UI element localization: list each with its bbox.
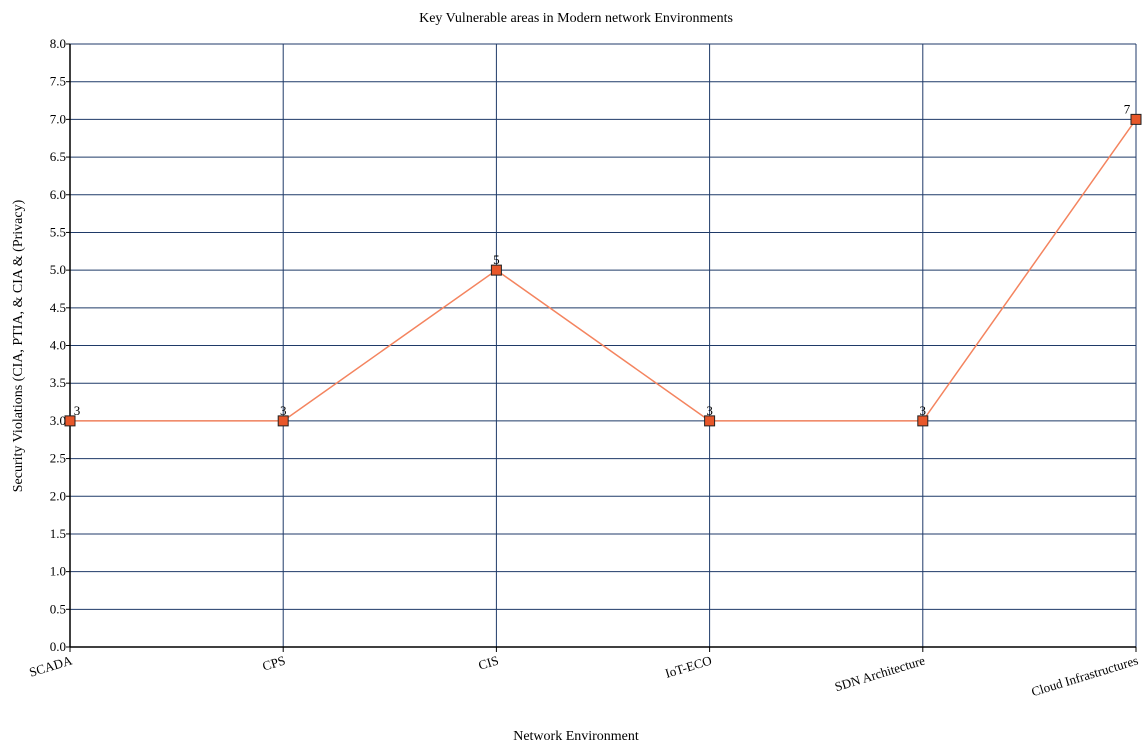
- x-tick-label: CPS: [261, 653, 288, 674]
- y-tick-labels: 0.0 0.5 1.0 1.5 2.0 2.5 3.0 3.5 4.0 4.5 5.0 5.5 6.0 6…: [50, 36, 66, 654]
- x-axis-label: Network Environment: [513, 729, 639, 744]
- data-label: 3: [74, 403, 81, 418]
- data-point: [704, 415, 716, 427]
- y-tick-label: 2.0: [50, 488, 66, 503]
- data-labels: 3 3 5 3 3 7: [74, 101, 1131, 418]
- y-tick-label: 3.5: [50, 375, 66, 390]
- y-tick-label: 5.0: [50, 262, 66, 277]
- series-path: [70, 118, 1137, 422]
- y-tick-label: 3.0: [50, 413, 66, 428]
- y-tick-label: 6.0: [50, 187, 66, 202]
- x-tick-label: CIS: [477, 653, 501, 673]
- y-tick-label: 4.0: [50, 338, 66, 353]
- chart-title: Key Vulnerable areas in Modern network E…: [419, 11, 733, 26]
- y-tick-label: 0.5: [50, 601, 66, 616]
- series-line: [64, 113, 1142, 427]
- y-tick-label: 1.0: [50, 564, 66, 579]
- y-tick-label: 1.5: [50, 526, 66, 541]
- y-tick-label: 6.5: [50, 149, 66, 164]
- data-point: [917, 415, 929, 427]
- data-point: [490, 264, 502, 276]
- x-tick-label: SDN Architecture: [833, 652, 927, 694]
- y-tick-label: 8.0: [50, 36, 66, 51]
- x-tick-label: SCADA: [27, 652, 74, 679]
- y-tick-label: 7.0: [50, 111, 66, 126]
- y-tick-label: 4.5: [50, 300, 66, 315]
- y-tick-label: 7.5: [50, 74, 66, 89]
- data-label: 3: [280, 403, 287, 418]
- y-tick-label: 2.5: [50, 451, 66, 466]
- data-label: 7: [1124, 101, 1131, 116]
- grid: [66, 43, 1137, 652]
- data-point: [277, 415, 289, 427]
- x-tick-label: Cloud Infrastructures: [1029, 653, 1139, 700]
- data-label: 3: [706, 403, 713, 418]
- x-tick-label: IoT-ECO: [663, 653, 713, 681]
- y-tick-label: 5.5: [50, 224, 66, 239]
- data-point: [64, 415, 76, 427]
- y-tick-label: 0.0: [50, 639, 66, 654]
- data-label: 5: [493, 252, 500, 267]
- x-tick-labels: SCADA CPS CIS IoT-ECO SDN Architecture Cloud …: [27, 652, 1140, 699]
- y-axis-label: Security Violations (CIA, PTIA, & CIA & …: [11, 199, 26, 492]
- data-point: [1130, 113, 1142, 125]
- data-label: 3: [920, 403, 927, 418]
